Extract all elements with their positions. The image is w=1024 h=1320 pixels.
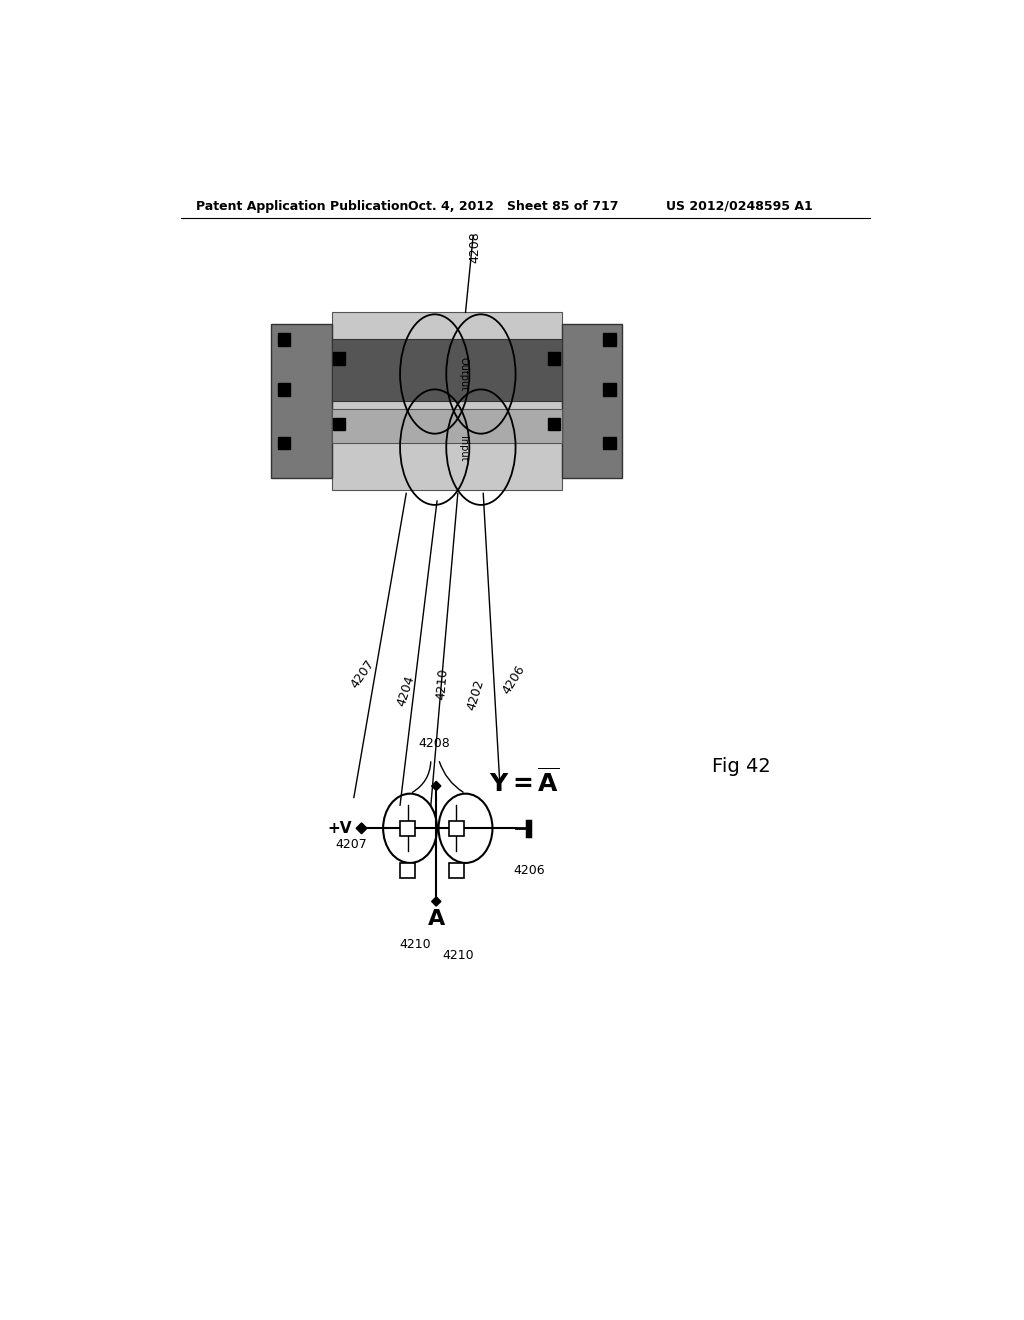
Text: US 2012/0248595 A1: US 2012/0248595 A1: [666, 199, 812, 213]
Bar: [603, 437, 615, 449]
Bar: [333, 418, 345, 430]
Bar: [278, 437, 290, 449]
Bar: [333, 352, 345, 364]
Text: 4207: 4207: [348, 657, 378, 692]
Bar: [548, 352, 560, 364]
Text: A: A: [428, 909, 444, 929]
Text: 4208: 4208: [468, 231, 481, 263]
Text: Output: Output: [458, 356, 468, 391]
Bar: [278, 333, 290, 346]
Bar: [271, 323, 332, 478]
Text: 4208: 4208: [419, 738, 451, 751]
Text: 4210: 4210: [434, 668, 451, 701]
Bar: [400, 863, 416, 878]
Bar: [562, 323, 622, 478]
Polygon shape: [432, 896, 441, 906]
Text: 4206: 4206: [500, 663, 528, 697]
Text: 4206: 4206: [513, 865, 545, 878]
Text: Fig 42: Fig 42: [712, 758, 771, 776]
Bar: [332, 339, 562, 401]
Bar: [449, 821, 464, 836]
Text: 4207: 4207: [335, 838, 367, 850]
Bar: [400, 821, 416, 836]
Bar: [603, 333, 615, 346]
Text: +V: +V: [328, 821, 352, 836]
Text: Input: Input: [458, 436, 468, 462]
Bar: [603, 383, 615, 396]
Text: Oct. 4, 2012   Sheet 85 of 717: Oct. 4, 2012 Sheet 85 of 717: [408, 199, 618, 213]
Text: Patent Application Publication: Patent Application Publication: [196, 199, 409, 213]
Bar: [332, 409, 562, 444]
Text: 4202: 4202: [465, 678, 486, 711]
Text: 4210: 4210: [399, 937, 430, 950]
Bar: [449, 863, 464, 878]
Text: 4204: 4204: [395, 675, 418, 708]
Bar: [332, 313, 562, 490]
Polygon shape: [432, 781, 441, 791]
Text: 4210: 4210: [442, 949, 474, 962]
Bar: [278, 383, 290, 396]
Text: $\mathbf{Y = \overline{A}}$: $\mathbf{Y = \overline{A}}$: [488, 768, 559, 796]
Bar: [548, 418, 560, 430]
Polygon shape: [356, 822, 367, 834]
